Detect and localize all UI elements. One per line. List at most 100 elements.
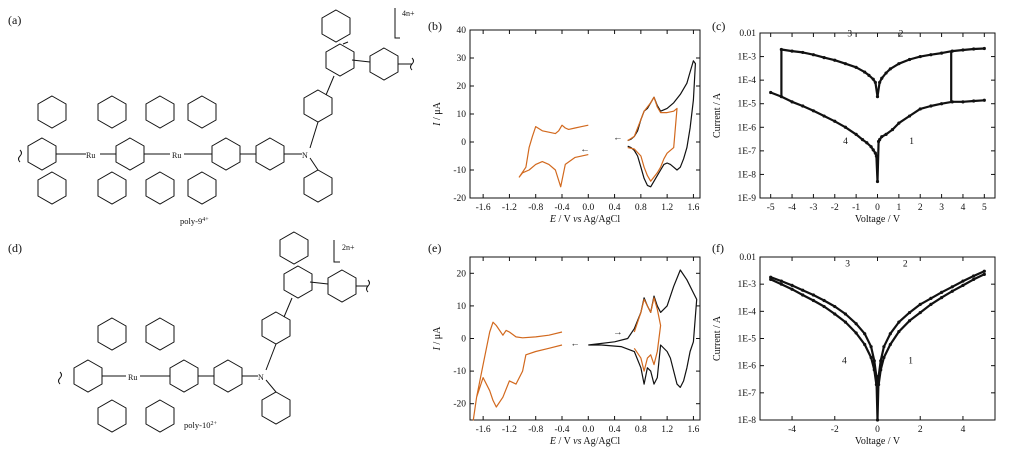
- compound-label-d: poly-102+: [184, 420, 217, 430]
- data-point: [939, 290, 944, 294]
- data-point: [982, 272, 986, 276]
- data-point: [854, 132, 858, 136]
- y-tick-label: 1E-3: [738, 53, 757, 63]
- x-tick-label: -3: [809, 203, 817, 213]
- bond-n-tpa: [342, 41, 349, 45]
- ring-tpy-right-top: [187, 95, 217, 129]
- ring-d-tpa-top-left: [279, 231, 309, 265]
- data-point: [822, 114, 826, 118]
- y-axis-label: Current / A: [712, 315, 723, 361]
- data-point: [972, 47, 976, 51]
- x-axis-label: Voltage / V: [855, 214, 901, 225]
- y-tick-label: 0.01: [739, 29, 756, 39]
- x-axis-label-part: Ag/AgCl: [581, 214, 620, 225]
- data-point: [863, 70, 867, 74]
- x-tick-label: 4: [961, 425, 966, 435]
- y-tick-label: 1E-5: [738, 335, 757, 345]
- data-point: [882, 345, 886, 349]
- data-point: [863, 332, 867, 336]
- ring-phenyl-n: [303, 169, 333, 203]
- y-tick-label: 0: [461, 335, 466, 345]
- data-point: [873, 80, 877, 85]
- data-point: [872, 368, 876, 372]
- data-point: [880, 135, 884, 139]
- x-tick-label: 0: [875, 425, 880, 435]
- annotation-c: 4: [843, 137, 848, 147]
- data-point: [879, 359, 883, 363]
- data-point: [982, 98, 986, 102]
- x-tick-label: -1: [852, 203, 860, 213]
- data-point: [939, 51, 944, 55]
- ring-tpy-left-center: [27, 137, 57, 171]
- data-point: [869, 345, 873, 349]
- data-point: [869, 355, 873, 360]
- bond-d-n-phenyl: [265, 379, 277, 393]
- x-axis-label: Voltage / V: [855, 436, 901, 447]
- data-point: [822, 298, 826, 303]
- data-point: [897, 329, 901, 334]
- y-tick-label: 1E-6: [738, 362, 757, 372]
- data-point: [811, 109, 816, 113]
- x-tick-label: 1.6: [687, 203, 699, 213]
- data-point: [972, 277, 976, 281]
- ring-d-tpy-left: [73, 359, 103, 393]
- x-tick-label: 0.4: [609, 203, 621, 213]
- chart-e: (e) -1.6 -1.2 -0.8 -0.4 0.0 0.4 0.8 1.2 1.6 -20 -10…: [428, 241, 701, 447]
- y-tick-label: 1E-8: [738, 170, 757, 180]
- x-tick-label: -0.8: [528, 203, 543, 213]
- plot-frame-b: [469, 29, 701, 199]
- data-point: [790, 49, 794, 53]
- ring-pyrazine-bottom: [97, 171, 127, 205]
- x-tick-label: -0.4: [554, 203, 569, 213]
- data-point: [833, 58, 837, 62]
- ring-pyr-top-mid: [145, 95, 175, 129]
- data-point: [972, 99, 976, 103]
- data-point: [897, 62, 901, 66]
- data-point: [872, 359, 876, 363]
- data-point: [918, 302, 922, 306]
- ring-pyrazine-top: [97, 95, 127, 129]
- y-tick-label: 0: [461, 138, 466, 148]
- panel-label-c: (c): [712, 19, 725, 33]
- x-tick-label: 0.8: [635, 203, 647, 213]
- annotation-c: 2: [899, 30, 904, 40]
- data-point: [875, 95, 880, 99]
- wavy-end-left: [18, 149, 22, 163]
- data-point: [918, 107, 922, 111]
- x-tick-label: 2: [918, 425, 923, 435]
- compound-label-a: poly-94+: [180, 216, 209, 226]
- panel-label-d: (d): [8, 241, 22, 255]
- x-axis-label-part: / V: [556, 436, 573, 447]
- x-axis-label-part: E: [549, 214, 556, 225]
- y-tick-label: 1E-8: [738, 416, 757, 426]
- ring-phenyl-link: [255, 137, 285, 171]
- ring-d-tpy2-center: [169, 359, 199, 393]
- data-point: [843, 62, 848, 66]
- x-tick-label: -5: [767, 203, 775, 213]
- data-point: [897, 320, 901, 324]
- data-point: [779, 279, 783, 283]
- x-tick-label: 4: [961, 203, 966, 213]
- y-tick-label: -10: [453, 367, 466, 377]
- series-line-b-2: [518, 124, 589, 188]
- data-point: [961, 279, 965, 283]
- data-point: [918, 54, 922, 59]
- data-point: [884, 71, 888, 75]
- data-point: [972, 274, 976, 278]
- y-tick-label: 10: [457, 302, 467, 312]
- ring-tpy-right-bottom: [187, 171, 217, 205]
- structure-poly-10: [58, 231, 370, 433]
- data-point: [882, 355, 886, 360]
- atom-n-amine-d: N: [258, 373, 264, 382]
- annotation-f: 2: [903, 259, 908, 269]
- x-tick-label: 2: [918, 203, 923, 213]
- ring-d-phenyl-link: [213, 359, 243, 393]
- y-tick-label: 1E-7: [738, 389, 757, 399]
- annotation-f: 1: [908, 357, 913, 367]
- data-point: [863, 342, 867, 347]
- x-tick-label: 0.8: [635, 425, 647, 435]
- data-point: [869, 145, 873, 149]
- ring-biphenyl-2: [325, 43, 355, 77]
- x-axis-label: E / V vs Ag/AgCl: [549, 436, 620, 447]
